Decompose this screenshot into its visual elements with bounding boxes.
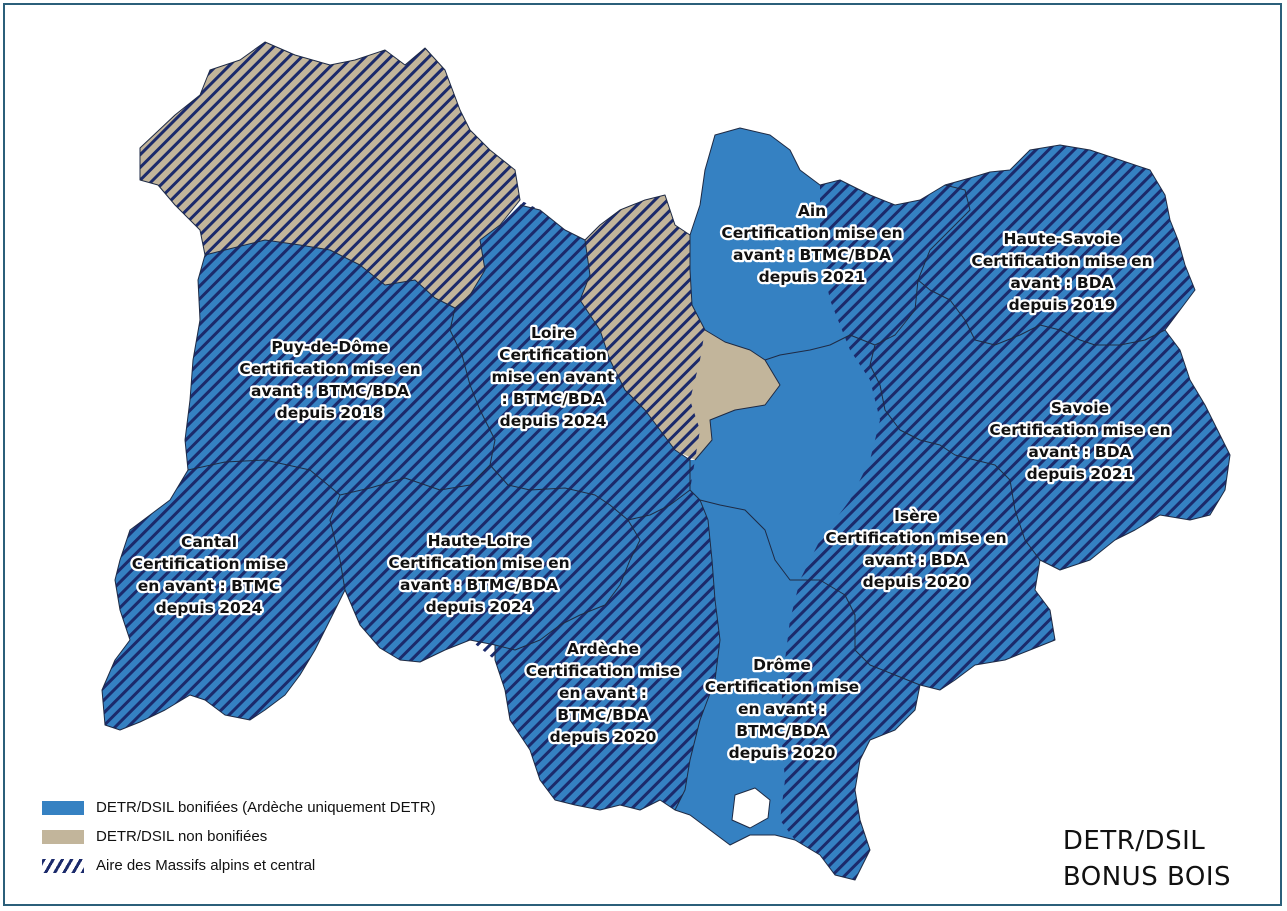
enclave-vaucluse: [732, 788, 770, 828]
dept-label-line: avant : BDA: [864, 551, 967, 569]
dept-label-line: Certification mise en: [825, 529, 1006, 547]
dept-label-line: Certification mise en: [239, 360, 420, 378]
legend-swatch-massifs: [42, 858, 84, 873]
department-labels: Puy-de-Dôme Certification mise en avant : …: [130, 200, 1173, 765]
dept-label-line: Certification mise en: [989, 421, 1170, 439]
legend-label-non-bonified: DETR/DSIL non bonifiées: [96, 828, 268, 845]
dept-label-line: Cantal: [181, 533, 237, 551]
map-title: DETR/DSIL BONUS BOIS: [1063, 823, 1231, 895]
dept-label-line: en avant :: [559, 684, 647, 702]
map-title-line-2: BONUS BOIS: [1062, 862, 1231, 892]
dept-label-cantal: Cantal Certification mise en avant : BTMC d…: [132, 533, 286, 617]
dept-label-line: avant : BTMC/BDA: [251, 382, 409, 400]
dept-label-line: Certification mise: [705, 678, 859, 696]
dept-label-line: BTMC/BDA: [736, 722, 828, 740]
dept-label-line: Savoie: [1051, 399, 1109, 417]
legend-swatch-non-bonified: [42, 829, 84, 844]
legend-label-massifs: Aire des Massifs alpins et central: [96, 857, 316, 874]
dept-label-line: depuis 2020: [729, 744, 836, 762]
dept-label-line: depuis 2021: [759, 268, 866, 286]
dept-label-line: Haute-Savoie: [1003, 230, 1120, 248]
dept-label-line: mise en avant: [491, 368, 615, 386]
dept-label-line: depuis 2020: [863, 573, 970, 591]
dept-label-line: Certification: [499, 346, 607, 364]
massifs-hatch-alps: [780, 145, 1230, 880]
dept-label-line: Certification mise en: [971, 252, 1152, 270]
dept-label-line: en avant : BTMC: [138, 577, 281, 595]
dept-label-line: depuis 2024: [500, 412, 607, 430]
dept-label-line: Certification mise: [526, 662, 680, 680]
dept-label-line: BTMC/BDA: [557, 706, 649, 724]
dept-label-line: depuis 2018: [277, 404, 384, 422]
dept-label-puy: Puy-de-Dôme Certification mise en avant : …: [239, 338, 420, 422]
dept-label-hsavoie: Haute-Savoie Certification mise en avant :…: [971, 230, 1152, 314]
dept-label-line: depuis 2021: [1027, 465, 1134, 483]
dept-label-savoie: Savoie Certification mise en avant : BDA de…: [989, 399, 1170, 483]
dept-label-line: Certification mise: [132, 555, 286, 573]
legend-row-bonified: DETR/DSIL bonifiées (Ardèche uniquement …: [42, 793, 436, 822]
legend-label-bonified: DETR/DSIL bonifiées (Ardèche uniquement …: [96, 799, 436, 816]
dept-label-line: avant : BTMC/BDA: [733, 246, 891, 264]
dept-label-line: avant : BDA: [1028, 443, 1131, 461]
dept-label-hloire: Haute-Loire Certification mise en avant : …: [388, 532, 569, 616]
dept-label-line: depuis 2020: [550, 728, 657, 746]
dept-label-line: en avant :: [738, 700, 826, 718]
dept-label-line: depuis 2019: [1009, 296, 1116, 314]
dept-label-isere: Isère Certification mise en avant : BDA dep…: [825, 507, 1006, 591]
dept-label-line: Ain: [798, 202, 826, 220]
dept-label-line: Puy-de-Dôme: [271, 338, 388, 356]
dept-label-line: Certification mise en: [388, 554, 569, 572]
legend-swatch-bonified: [42, 800, 84, 815]
dept-label-line: depuis 2024: [156, 599, 263, 617]
dept-label-line: Haute-Loire: [428, 532, 531, 550]
dept-label-line: Ardèche: [567, 640, 639, 658]
dept-label-line: : BTMC/BDA: [501, 390, 604, 408]
legend: DETR/DSIL bonifiées (Ardèche uniquement …: [42, 793, 436, 880]
dept-label-line: avant : BTMC/BDA: [400, 576, 558, 594]
dept-label-ardeche: Ardèche Certification mise en avant : BTMC/…: [526, 640, 680, 746]
dept-label-line: Loire: [531, 324, 575, 342]
dept-label-drome: Drôme Certification mise en avant : BTMC/BD…: [705, 656, 859, 762]
legend-row-non-bonified: DETR/DSIL non bonifiées: [42, 822, 436, 851]
dept-label-ain: Ain Certification mise en avant : BTMC/BDA…: [721, 202, 902, 286]
massifs-hatch-area: [102, 42, 720, 810]
dept-label-loire: Loire Certification mise en avant : BTMC/BD…: [491, 324, 615, 430]
dept-label-line: depuis 2024: [426, 598, 533, 616]
map-title-line-1: DETR/DSIL: [1062, 826, 1206, 856]
dept-label-line: Isère: [894, 507, 938, 525]
dept-label-line: Certification mise en: [721, 224, 902, 242]
legend-row-massifs: Aire des Massifs alpins et central: [42, 851, 436, 880]
dept-label-line: Drôme: [753, 656, 811, 674]
dept-label-line: avant : BDA: [1010, 274, 1113, 292]
